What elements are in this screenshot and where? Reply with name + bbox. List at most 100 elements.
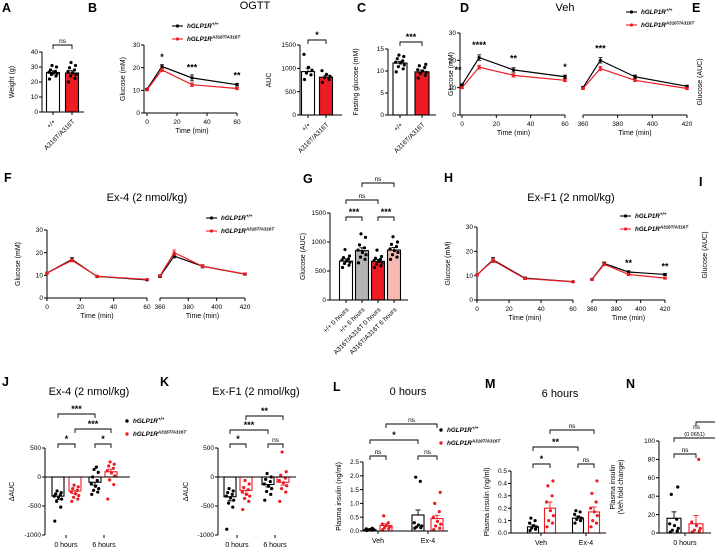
svg-text:hGLP1R+/+: hGLP1R+/+ bbox=[133, 417, 165, 425]
panel-l-title: 0 hours bbox=[389, 386, 427, 398]
svg-text:*: * bbox=[236, 434, 240, 444]
svg-text:ns: ns bbox=[359, 193, 367, 200]
svg-text:*: * bbox=[563, 62, 567, 72]
svg-text:20: 20 bbox=[173, 119, 181, 126]
svg-text:10: 10 bbox=[31, 94, 39, 101]
svg-text:400: 400 bbox=[211, 304, 222, 311]
svg-text:hGLP1R+/+: hGLP1R+/+ bbox=[447, 426, 479, 434]
svg-text:0: 0 bbox=[322, 297, 326, 304]
svg-text:1.5: 1.5 bbox=[350, 487, 359, 494]
svg-text:0: 0 bbox=[39, 295, 43, 302]
svg-text:420: 420 bbox=[240, 304, 251, 311]
svg-text:(Veh fold change): (Veh fold change) bbox=[618, 460, 625, 515]
panel-j-chart: -1000 -500 0 500 0 hours 6 hours ΔAUC * * *** *** h… bbox=[0, 368, 225, 550]
panel-i-chart: Glucose (AUC) bbox=[695, 168, 715, 368]
panel-g-letter: G bbox=[303, 172, 313, 186]
svg-text:***: *** bbox=[71, 404, 82, 414]
panel-m-title: 6 hours bbox=[541, 388, 579, 400]
svg-text:5: 5 bbox=[380, 90, 384, 97]
svg-text:0: 0 bbox=[34, 109, 38, 116]
panel-f: F Ex-4 (2 nmol/kg) 0 10 20 30 Glucose (mM) 0 2… bbox=[0, 168, 300, 368]
panel-b-title: OGTT bbox=[239, 0, 271, 12]
svg-text:***: *** bbox=[349, 207, 360, 217]
svg-text:0 hours: 0 hours bbox=[673, 540, 697, 547]
svg-text:Time (min): Time (min) bbox=[508, 315, 541, 322]
panel-c: C 0 5 10 15 +/+ A316T/A316T Fasting glucose (m… bbox=[346, 0, 460, 170]
panel-b-auc-chart: 0 500 1000 1500 +/+ A316T/A316T AUC * bbox=[256, 0, 380, 170]
panel-d: D Veh 0 10 20 30 Glucose (mM) 0 20 40 60 Time (mi… bbox=[448, 0, 715, 170]
svg-text:**: ** bbox=[625, 258, 633, 268]
svg-text:40: 40 bbox=[110, 304, 118, 311]
svg-text:0: 0 bbox=[136, 110, 140, 117]
panel-c-letter: C bbox=[357, 1, 367, 15]
svg-text:60: 60 bbox=[569, 306, 577, 313]
svg-text:30: 30 bbox=[449, 30, 457, 37]
panel-k: K Ex-F1 (2 nmol/kg) -1000 -500 0 500 0 hours… bbox=[158, 368, 338, 550]
svg-text:Time (min): Time (min) bbox=[80, 313, 113, 320]
svg-text:ns: ns bbox=[583, 457, 591, 464]
svg-text:40: 40 bbox=[31, 49, 39, 56]
svg-text:**: ** bbox=[661, 261, 669, 271]
svg-text:hGLP1R+/+: hGLP1R+/+ bbox=[641, 8, 673, 16]
svg-text:0.0: 0.0 bbox=[350, 528, 359, 535]
panel-b: B OGTT 0 10 20 30 Glucose (mM) 0 20 40 60 Time (m… bbox=[86, 0, 380, 170]
svg-text:20: 20 bbox=[449, 58, 457, 65]
svg-text:40: 40 bbox=[537, 306, 545, 313]
svg-text:*: * bbox=[160, 52, 164, 62]
svg-text:***: *** bbox=[381, 207, 392, 217]
svg-text:0 hours: 0 hours bbox=[225, 542, 249, 549]
svg-text:-1000: -1000 bbox=[24, 532, 41, 539]
svg-text:1500: 1500 bbox=[282, 42, 297, 49]
svg-text:40: 40 bbox=[648, 493, 656, 500]
svg-text:+/+: +/+ bbox=[46, 118, 58, 130]
panel-k-letter: K bbox=[160, 375, 170, 389]
svg-text:hGLP1RA316T/A316T: hGLP1RA316T/A316T bbox=[447, 439, 501, 447]
panel-b-line-chart: 0 10 20 30 Glucose (mM) 0 20 40 60 Time (min) * ***… bbox=[86, 0, 256, 170]
svg-text:0: 0 bbox=[37, 474, 41, 481]
svg-text:0.4: 0.4 bbox=[498, 481, 507, 488]
svg-text:40: 40 bbox=[527, 121, 535, 128]
panel-e-letter: E bbox=[692, 1, 701, 15]
panel-m-chart: 0.0 0.1 0.2 0.3 0.4 0.5 Veh Ex-4 Plasma insulin … bbox=[483, 368, 633, 550]
chart-svg-L: 0.0 0.5 1.0 1.5 2.0 2.5 Veh Ex-4 Plasma insulin … bbox=[336, 417, 501, 545]
chart-svg-D: 0 10 20 30 Glucose (mM) 0 20 40 60 Time (min) 360 3… bbox=[448, 8, 695, 137]
svg-text:**: ** bbox=[261, 406, 269, 416]
svg-text:0: 0 bbox=[45, 304, 49, 311]
svg-text:0.1: 0.1 bbox=[498, 518, 507, 525]
svg-text:0 hours: 0 hours bbox=[54, 542, 78, 549]
svg-text:10: 10 bbox=[377, 68, 385, 75]
svg-text:-500: -500 bbox=[28, 503, 41, 510]
svg-text:2.0: 2.0 bbox=[350, 473, 359, 480]
svg-text:30: 30 bbox=[36, 227, 44, 234]
svg-text:500: 500 bbox=[285, 89, 296, 96]
svg-text:ns: ns bbox=[59, 38, 67, 45]
svg-text:100: 100 bbox=[644, 438, 655, 445]
chart-svg-I: Glucose (AUC) bbox=[702, 231, 709, 278]
svg-text:0.3: 0.3 bbox=[498, 493, 507, 500]
chart-svg-M: 0.0 0.1 0.2 0.3 0.4 0.5 Veh Ex-4 Plasma insulin … bbox=[484, 423, 606, 547]
svg-text:Glucose (mM): Glucose (mM) bbox=[445, 242, 452, 286]
svg-text:Glucose (mM): Glucose (mM) bbox=[448, 52, 455, 96]
svg-text:Ex-4: Ex-4 bbox=[579, 540, 594, 547]
svg-text:10: 10 bbox=[133, 88, 141, 95]
svg-text:1.0: 1.0 bbox=[350, 501, 359, 508]
svg-text:***: *** bbox=[88, 419, 99, 429]
svg-text:20: 20 bbox=[77, 304, 85, 311]
svg-text:hGLP1RA316T/A316T: hGLP1RA316T/A316T bbox=[635, 225, 689, 233]
svg-text:30: 30 bbox=[133, 42, 141, 49]
panel-h-title: Ex-F1 (2 nmol/kg) bbox=[527, 192, 615, 204]
svg-text:Plasma insulin (ng/ml): Plasma insulin (ng/ml) bbox=[336, 462, 343, 531]
panel-f-letter: F bbox=[4, 171, 12, 185]
svg-text:**: ** bbox=[233, 71, 241, 81]
panel-a: A 0 10 20 30 40 +/+ A316T/A316T Weight (g) ns bbox=[0, 0, 88, 170]
panel-h: H Ex-F1 (2 nmol/kg) 0 10 20 30 Glucose (mM) 0… bbox=[438, 168, 715, 368]
svg-text:30: 30 bbox=[31, 64, 39, 71]
svg-text:ns: ns bbox=[375, 176, 383, 183]
svg-text:6 hours: 6 hours bbox=[263, 542, 287, 549]
panel-j-letter: J bbox=[2, 375, 9, 389]
svg-text:Veh: Veh bbox=[535, 540, 547, 547]
svg-text:**: ** bbox=[454, 65, 462, 75]
